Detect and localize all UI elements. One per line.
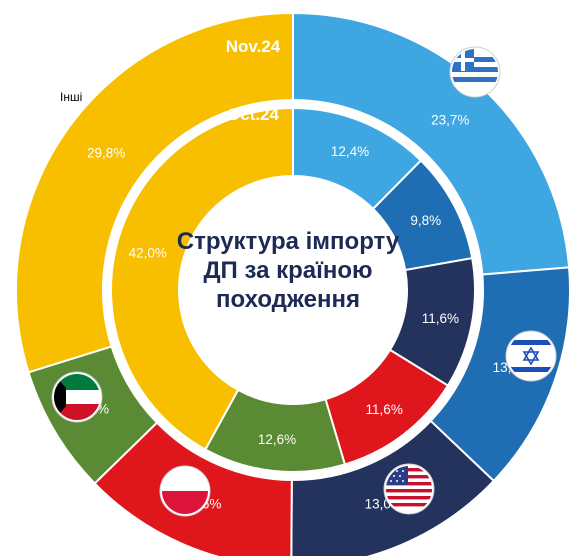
value-label-Oct24-0: 12,4% <box>331 144 369 159</box>
ring-name-Oct24: Oct.24 <box>227 105 280 124</box>
value-label-Nov24-5: 29,8% <box>87 145 125 160</box>
israel-flag-icon <box>505 330 557 382</box>
center-title-line-1: Структура імпорту <box>177 228 400 255</box>
value-label-Oct24-2: 11,6% <box>422 311 459 326</box>
value-label-Oct24-5: 42,0% <box>129 246 167 261</box>
value-label-Nov24-0: 23,7% <box>431 112 469 127</box>
inner-ring-oct <box>110 106 476 473</box>
other-label: Інші <box>60 90 82 104</box>
value-label-Oct24-1: 9,8% <box>410 213 441 228</box>
center-title-line-2: ДП за країною <box>203 257 372 284</box>
poland-flag-icon <box>159 465 211 517</box>
kuwait-flag-icon <box>51 371 103 423</box>
slice-Oct24-5 <box>110 106 294 451</box>
center-title-line-3: походження <box>216 286 360 313</box>
value-label-Oct24-3: 11,6% <box>366 402 403 417</box>
slice-Nov24-5 <box>15 11 294 374</box>
slice-Nov24-0 <box>292 11 570 276</box>
ring-names: Nov.24 Oct.24 <box>226 37 281 124</box>
value-label-Oct24-4: 12,6% <box>258 432 296 447</box>
ring-name-Nov24: Nov.24 <box>226 37 281 56</box>
usa-flag-icon <box>383 463 435 515</box>
center-title: Структура імпорту ДП за країною походжен… <box>177 228 400 313</box>
greece-flag-icon <box>449 46 501 98</box>
